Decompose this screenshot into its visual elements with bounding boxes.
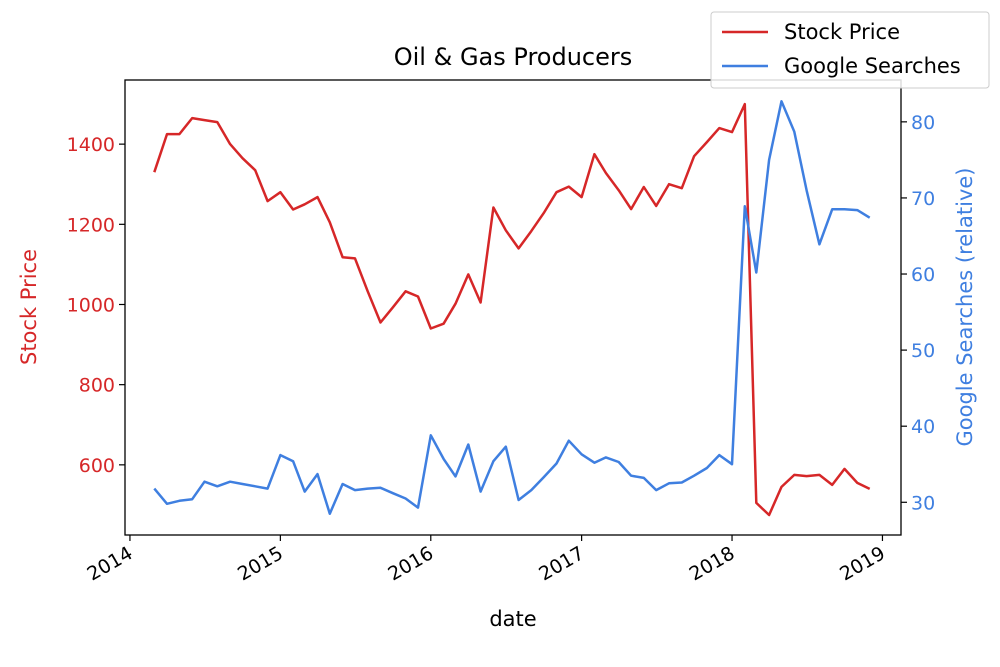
series-line-google-searches	[153, 100, 871, 515]
y-left-tick-label: 800	[79, 375, 115, 397]
y-right-tick-label: 50	[911, 340, 935, 362]
y-right-tick-label: 70	[911, 188, 935, 210]
y-right-tick-label: 40	[911, 416, 935, 438]
y-right-tick-label: 30	[911, 492, 935, 514]
plot-layer	[153, 100, 871, 517]
x-axis-title: date	[489, 607, 536, 631]
legend-box	[710, 11, 990, 89]
chart-title: Oil & Gas Producers	[394, 43, 633, 71]
plot-frame	[124, 79, 902, 536]
series-line-stock-price	[153, 102, 871, 517]
y-right-axis-title: Google Searches (relative)	[953, 167, 977, 446]
y-left-tick-label: 1200	[67, 214, 115, 236]
legend-label-stock-price: Stock Price	[784, 20, 900, 44]
y-right-tick-label: 60	[911, 264, 935, 286]
y-left-tick-label: 1400	[67, 134, 115, 156]
y-left-axis-title: Stock Price	[17, 249, 41, 365]
legend: Stock Price Google Searches	[710, 11, 990, 89]
legend-label-google-searches: Google Searches	[784, 54, 961, 78]
y-left-tick-label: 1000	[67, 294, 115, 316]
y-right-tick-label: 80	[911, 112, 935, 134]
y-left-tick-label: 600	[79, 455, 115, 477]
